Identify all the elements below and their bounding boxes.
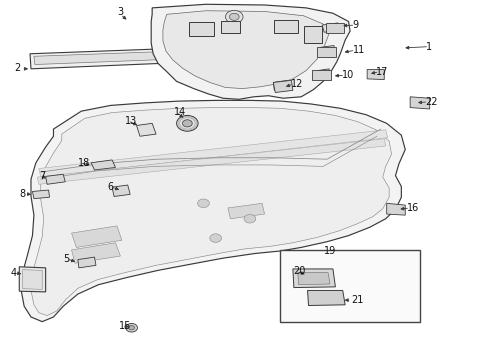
Circle shape [176,116,198,131]
Polygon shape [293,269,335,288]
Circle shape [182,120,192,127]
Circle shape [210,234,221,242]
Polygon shape [21,100,405,321]
Bar [280,250,420,321]
Polygon shape [326,23,344,33]
Polygon shape [410,97,430,109]
Text: 2: 2 [14,63,21,73]
Polygon shape [32,190,49,199]
Polygon shape [19,267,46,292]
Polygon shape [308,291,345,306]
Polygon shape [298,273,330,285]
Text: 3: 3 [117,7,123,17]
Text: 14: 14 [174,107,186,117]
Text: 10: 10 [342,70,354,80]
Circle shape [126,323,138,332]
Text: 15: 15 [119,321,131,331]
Polygon shape [228,203,265,219]
Polygon shape [31,108,392,316]
Polygon shape [112,185,130,197]
Polygon shape [30,48,185,69]
Text: 5: 5 [63,254,70,264]
Bar [274,21,298,33]
Polygon shape [72,226,122,247]
Polygon shape [387,203,405,215]
Text: 4: 4 [10,268,17,278]
Polygon shape [23,270,42,289]
Polygon shape [273,80,293,93]
Polygon shape [91,160,116,170]
Polygon shape [313,69,331,80]
Circle shape [244,215,256,223]
Polygon shape [321,45,335,55]
Text: 16: 16 [407,203,419,213]
Polygon shape [34,51,182,64]
Text: 8: 8 [19,189,25,199]
Text: 22: 22 [425,97,437,107]
Circle shape [197,199,209,208]
Polygon shape [137,123,156,136]
Polygon shape [367,69,384,80]
Polygon shape [37,139,386,184]
Text: 21: 21 [351,295,364,305]
Text: 9: 9 [352,20,359,30]
Polygon shape [322,23,340,32]
Text: 20: 20 [293,266,305,276]
Bar [220,22,240,33]
Polygon shape [318,69,330,79]
Text: 18: 18 [78,158,90,168]
Circle shape [229,13,239,21]
Polygon shape [72,243,121,263]
Polygon shape [39,130,388,177]
Polygon shape [318,46,336,57]
Text: 1: 1 [426,42,432,51]
Circle shape [129,325,135,330]
Bar [189,22,214,36]
Polygon shape [151,4,350,99]
Polygon shape [46,174,65,184]
Polygon shape [78,257,96,268]
Text: 17: 17 [376,67,388,77]
Text: 12: 12 [292,79,304,89]
Text: 13: 13 [125,116,138,126]
Text: 19: 19 [324,246,337,256]
Circle shape [225,10,243,23]
Polygon shape [273,80,289,90]
Text: 6: 6 [107,182,113,192]
Bar [304,26,322,43]
Polygon shape [163,11,329,89]
Text: 7: 7 [39,171,45,181]
Text: 11: 11 [352,45,365,55]
